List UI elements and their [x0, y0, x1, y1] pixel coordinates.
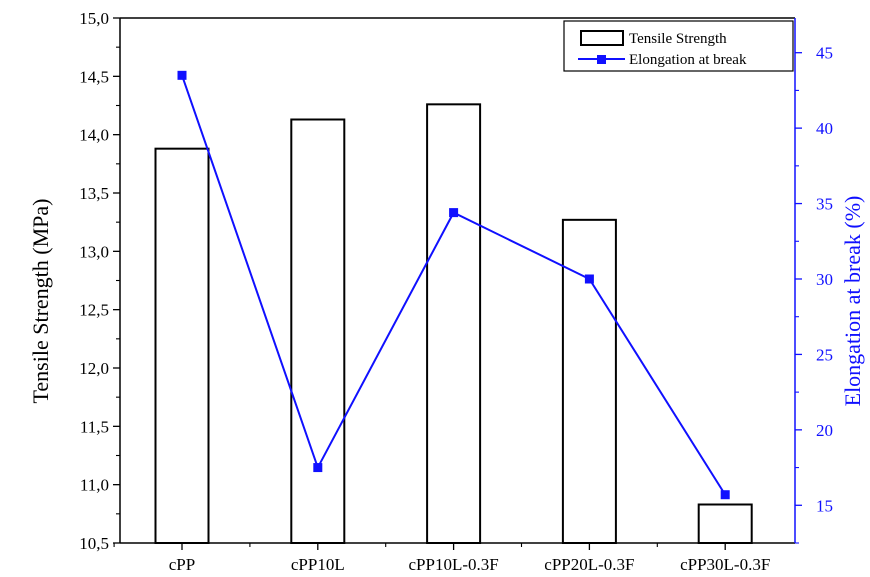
right-tick-label: 20 — [816, 421, 833, 440]
bar-cpp — [154, 147, 210, 545]
bar-cpp30l-0.3f — [697, 503, 753, 544]
legend: Tensile Strength Elongation at break — [563, 20, 794, 72]
elongation-point-cpp10l — [313, 463, 323, 473]
bar-cpp10l — [290, 118, 346, 544]
x-tick-label: cPP30L-0.3F — [680, 555, 770, 574]
legend-bar-swatch — [580, 30, 624, 46]
bar-cpp10l-0.3f — [426, 103, 482, 544]
right-axis-ticks: 15 20 25 30 35 40 45 — [795, 44, 833, 544]
y-axis-title: Tensile Strength (MPa) — [28, 199, 53, 404]
elongation-point-cpp30l-0.3f — [720, 490, 730, 500]
left-tick-label: 15,0 — [79, 9, 109, 28]
x-tick-label: cPP10L-0.3F — [408, 555, 498, 574]
right-tick-label: 40 — [816, 119, 833, 138]
y-axis-right-title: Elongation at break (%) — [840, 196, 865, 407]
left-tick-label: 13,0 — [79, 242, 109, 261]
x-tick-label: cPP10L — [291, 555, 345, 574]
right-tick-label: 25 — [816, 345, 833, 364]
left-tick-label: 13,5 — [79, 184, 109, 203]
right-tick-label: 35 — [816, 195, 833, 214]
elongation-point-cpp — [177, 70, 187, 80]
right-tick-label: 45 — [816, 44, 833, 63]
right-tick-label: 15 — [816, 496, 833, 515]
bar-cpp20l-0.3f — [561, 218, 617, 544]
right-tick-label: 30 — [816, 270, 833, 289]
left-tick-label: 12,0 — [79, 359, 109, 378]
left-tick-label: 14,5 — [79, 67, 109, 86]
left-tick-label: 12,5 — [79, 301, 109, 320]
bars-group — [154, 103, 753, 545]
left-axis-ticks: 10,5 11,0 11,5 12,0 12,5 13,0 13,5 14,0 14,5 15,0 — [79, 9, 120, 553]
x-tick-label: cPP20L-0.3F — [544, 555, 634, 574]
x-axis-ticks: cPP cPP10L cPP10L-0.3F cPP20L-0.3F cPP30L-0.… — [113, 543, 770, 574]
legend-label-elongation: Elongation at break — [629, 52, 747, 68]
elongation-point-cpp20l-0.3f — [584, 274, 594, 284]
legend-marker-swatch — [597, 55, 606, 64]
left-tick-label: 14,0 — [79, 126, 109, 145]
left-tick-label: 11,0 — [80, 476, 109, 495]
elongation-point-cpp10l-0.3f — [449, 208, 459, 218]
x-tick-label: cPP — [169, 555, 195, 574]
elongation-line-series — [177, 70, 730, 500]
left-tick-label: 11,5 — [80, 417, 109, 436]
legend-label-tensile: Tensile Strength — [629, 31, 727, 47]
left-tick-label: 10,5 — [79, 534, 109, 553]
